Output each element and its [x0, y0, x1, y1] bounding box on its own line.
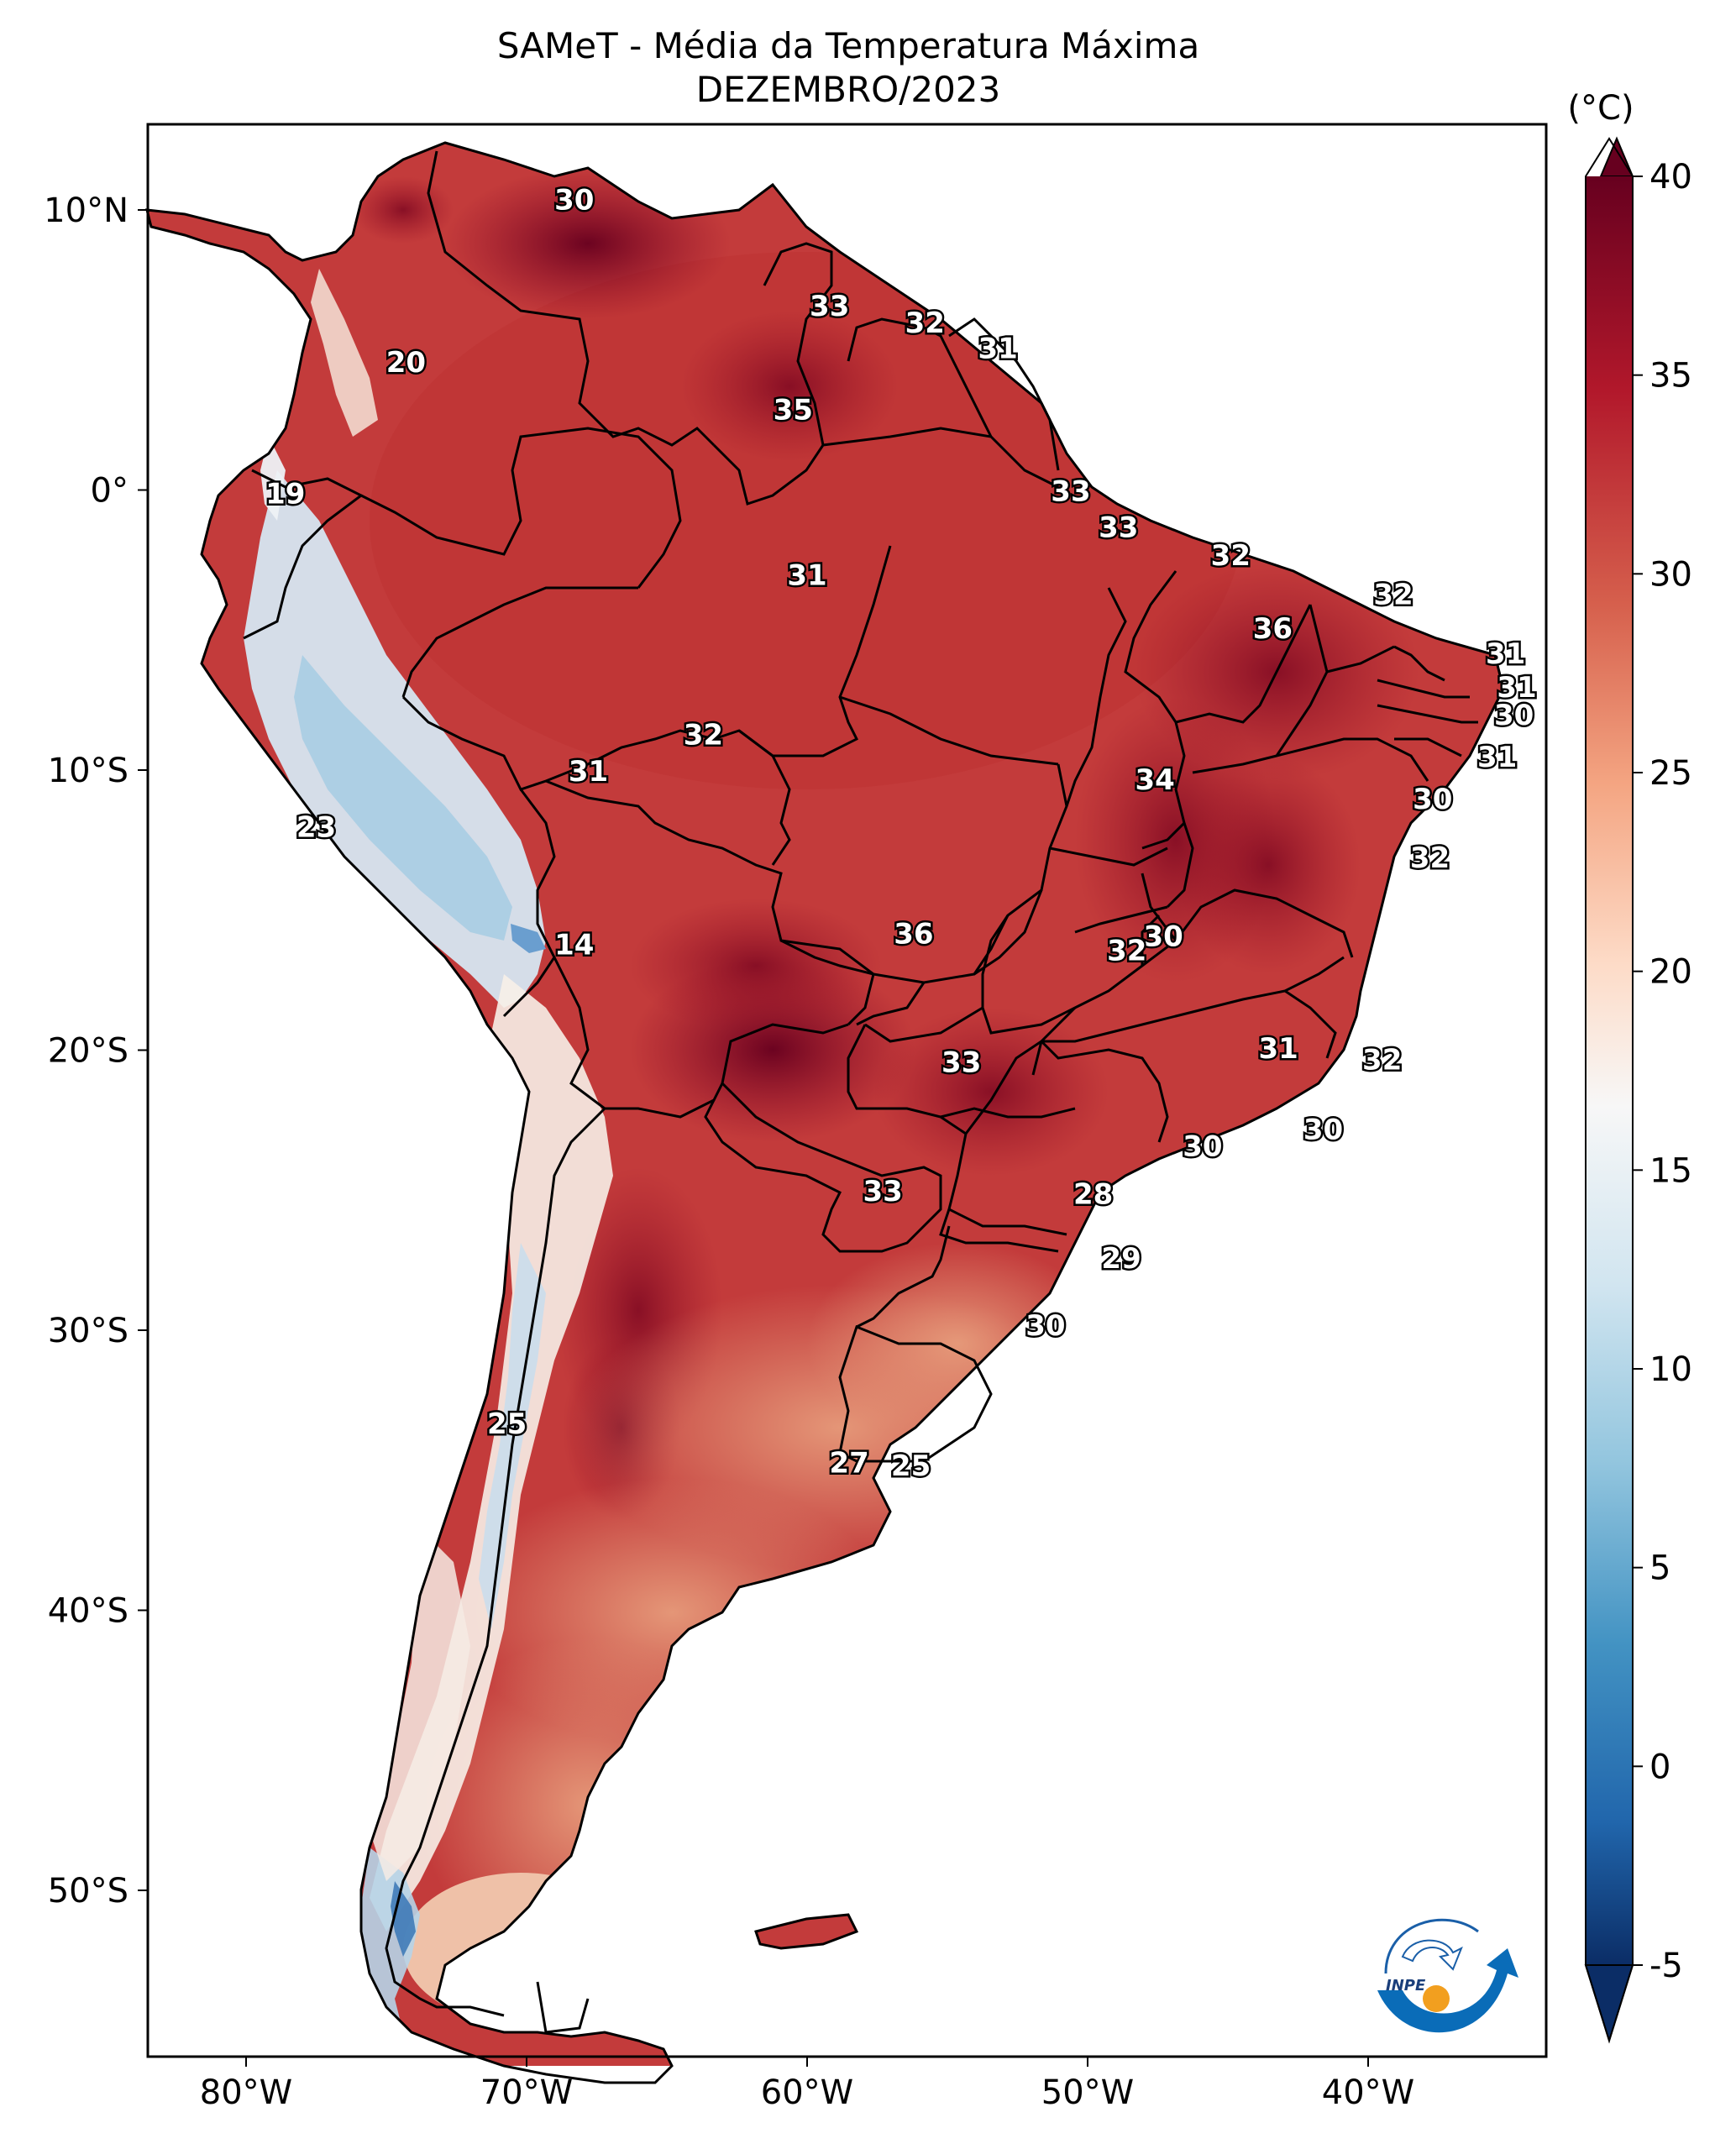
temperature-label: 28 [1073, 1177, 1113, 1211]
colorbar-tick-label: 35 [1649, 357, 1692, 396]
temperature-label: 31 [1486, 637, 1525, 671]
colorbar-tick-label: 0 [1649, 1748, 1670, 1786]
temperature-label: 32 [1362, 1043, 1402, 1077]
colorbar-ticks: 40 35 30 25 20 15 10 5 0 -5 [1633, 158, 1692, 1985]
temperature-label: 30 [1144, 920, 1183, 954]
temperature-label: 32 [905, 307, 945, 340]
temperature-label: 32 [1373, 579, 1413, 612]
country-borders [145, 141, 1505, 2084]
temperature-label: 30 [554, 183, 594, 217]
temperature-label: 31 [787, 558, 826, 592]
colorbar-tick-label: 5 [1649, 1549, 1670, 1588]
temperature-label: 32 [1107, 934, 1146, 967]
colorbar-tick-label: 15 [1649, 1151, 1692, 1190]
temperature-label: 31 [569, 755, 608, 789]
lon-label: 80°W [200, 2073, 292, 2112]
colorbar-tick-label: 20 [1649, 953, 1692, 992]
inpe-logo-text: INPE [1386, 1977, 1426, 1994]
map-title: SAMeT - Média da Temperatura Máxima [496, 25, 1200, 66]
colorbar: 40 35 30 25 20 15 10 5 0 -5 (°C) [1567, 89, 1692, 2044]
temperature-label: 33 [1051, 474, 1090, 508]
temperature-label: 31 [1258, 1032, 1298, 1066]
temperature-label: 36 [894, 917, 933, 951]
colorbar-tick-label: 10 [1649, 1350, 1692, 1389]
lat-label: 10°S [48, 752, 128, 790]
temperature-label: 36 [1253, 612, 1293, 646]
map-subtitle: DEZEMBRO/2023 [695, 69, 1001, 110]
temperature-label: 25 [487, 1407, 527, 1441]
colorbar-tick-label: -5 [1649, 1947, 1683, 1985]
lon-label: 60°W [761, 2073, 853, 2112]
colorbar-tick-label: 40 [1649, 158, 1692, 197]
temperature-label: 35 [774, 394, 813, 427]
lon-label: 50°W [1041, 2073, 1134, 2112]
temperature-label: 29 [1101, 1242, 1141, 1276]
temperature-label: 30 [1183, 1130, 1222, 1164]
temperature-label: 33 [1099, 511, 1138, 545]
temperature-label: 30 [1025, 1309, 1065, 1343]
temperature-label: 19 [265, 478, 305, 511]
plot-frame [146, 123, 1548, 2058]
temperature-label: 32 [1410, 841, 1450, 875]
colorbar-tick-label: 30 [1649, 555, 1692, 594]
temperature-label: 34 [1135, 763, 1174, 797]
lon-label: 40°W [1322, 2073, 1414, 2112]
lat-label: 10°N [44, 191, 128, 230]
colorbar-min-extension [1584, 1964, 1634, 2044]
axis-ticks: 80°W 70°W 60°W 50°W 40°W 10°N 0° 10°S 20°S 30°S 40… [44, 191, 1414, 2112]
temperature-label: 30 [1303, 1114, 1343, 1147]
temperature-label: 31 [978, 332, 1017, 365]
temperature-label: 14 [554, 929, 594, 962]
lat-label: 0° [91, 472, 128, 511]
temperature-label: 30 [1413, 783, 1452, 816]
colorbar-gradient [1586, 176, 1633, 1965]
lon-label: 70°W [480, 2073, 573, 2112]
lat-label: 30°S [48, 1312, 128, 1350]
temperature-label: 25 [891, 1449, 931, 1483]
temperature-label: 23 [296, 811, 336, 845]
temperature-label: 33 [941, 1046, 981, 1080]
temperature-label: 31 [1477, 741, 1517, 774]
temperature-label: 20 [386, 346, 426, 380]
temperature-label: 33 [810, 290, 849, 323]
colorbar-tick-label: 25 [1649, 754, 1692, 793]
temperature-label: 31 [1497, 671, 1536, 705]
colorbar-unit: (°C) [1567, 89, 1634, 128]
inpe-logo: INPE [1377, 1918, 1518, 2033]
temperature-label: 32 [1211, 539, 1251, 573]
temperature-label: 30 [1494, 699, 1534, 732]
temperature-label: 33 [863, 1175, 903, 1208]
lat-label: 40°S [48, 1592, 128, 1631]
temperature-label: 32 [684, 718, 723, 752]
temperature-label: 27 [829, 1447, 868, 1481]
lat-label: 50°S [48, 1872, 128, 1911]
lat-label: 20°S [48, 1032, 128, 1071]
